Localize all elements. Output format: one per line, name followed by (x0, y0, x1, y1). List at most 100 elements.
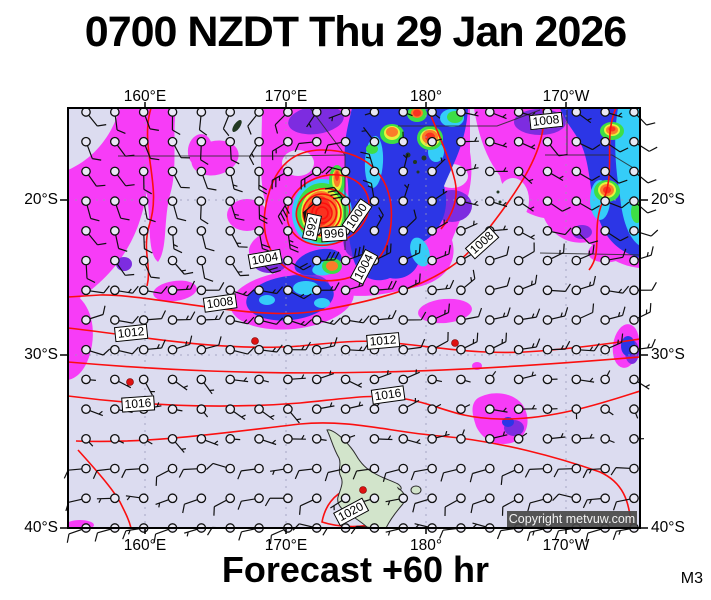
forecast-hour-label: Forecast +60 hr (221, 549, 490, 590)
wind-barb-station (270, 463, 293, 476)
lon-label-top: 170°E (264, 88, 308, 105)
land-layer (232, 120, 502, 528)
lat-label-left: 20°S (24, 191, 58, 208)
wind-barb-station (299, 493, 322, 515)
wind-barb-station (629, 404, 639, 419)
wind-barb-station (294, 463, 322, 480)
wind-barb-station (398, 434, 421, 445)
wind-barb-station (629, 166, 657, 184)
wind-barb-station (196, 107, 208, 136)
wind-barb-station (410, 463, 437, 481)
wind-barb-station (196, 166, 217, 191)
wind-barb-station (96, 493, 120, 504)
wind-barb-station (398, 311, 427, 325)
wind-barb-station (571, 342, 600, 355)
wind-barb-station (527, 493, 553, 512)
wind-barb-station (81, 196, 100, 222)
wind-barb-station (600, 248, 627, 266)
wind-barb-station (612, 493, 639, 511)
wind-barb-station (398, 183, 410, 206)
wind-barb-station (513, 308, 541, 325)
wind-barb-station (81, 255, 96, 284)
wind-barb-station (361, 127, 380, 147)
wind-barb-station (484, 332, 507, 355)
wind-barb-station (484, 246, 510, 266)
wind-barb-station (138, 255, 160, 279)
chart-title: 0700 NZDT Thu 29 Jan 2026 (84, 8, 627, 56)
nz-north-island (326, 429, 406, 528)
wind-barb-station (629, 136, 658, 152)
wind-barb-station (138, 434, 153, 445)
wind-barb-station (81, 107, 107, 127)
wind-barb-station (542, 433, 566, 444)
wind-barb-station (225, 255, 250, 277)
wind-barb-station (196, 434, 219, 446)
wind-barb-station (456, 332, 479, 355)
wind-barb-station (311, 337, 338, 355)
wind-barb-station (542, 307, 569, 325)
lon-label-top: 160°E (123, 88, 167, 105)
wind-barb-station (600, 404, 614, 416)
wind-barb-station (138, 226, 153, 254)
wind-barb-station (600, 166, 628, 184)
wind-barb-station (469, 463, 495, 483)
wind-barb-station (369, 207, 384, 236)
wind-barb-station (398, 131, 409, 147)
wind-barb-station (81, 305, 106, 325)
wind-barb-station (542, 404, 558, 414)
lon-label-bottom: 160°E (123, 537, 167, 554)
east-cape-islet (410, 485, 422, 495)
wind-barb-station (629, 338, 656, 355)
wind-barb-station (513, 404, 537, 414)
wind-barb-station (484, 307, 511, 325)
wind-barb-station (321, 166, 351, 177)
wind-barb-station (542, 196, 571, 212)
wind-barb-station (138, 285, 168, 296)
wind-barb-station (155, 493, 178, 508)
wind-barb-station (440, 463, 466, 482)
wind-barb-station (311, 370, 334, 385)
wind-barb-station (167, 404, 183, 414)
wind-barb-station (600, 370, 611, 385)
wind-barb-station (109, 255, 135, 276)
wind-barb-station (225, 315, 255, 325)
wind-barb-station (369, 280, 397, 296)
wind-barb-station (362, 179, 380, 206)
wind-barb-station (542, 136, 568, 157)
wind-barb-station (571, 226, 599, 244)
wind-barb-station (155, 463, 178, 486)
wind-barb-station (109, 315, 139, 325)
wind-barb-station (225, 404, 246, 420)
station-dot-layer (126, 337, 459, 494)
wind-barb-station (283, 374, 306, 385)
wind-barb-station (167, 335, 193, 355)
wind-barb-station (205, 462, 236, 474)
wind-barb-station (225, 136, 240, 165)
wind-barb-station (109, 196, 130, 221)
wind-barb-station (412, 493, 437, 513)
wind-barb-station (330, 493, 351, 511)
wind-barb-station (398, 107, 413, 117)
wind-barb-station (456, 307, 483, 325)
wind-barb-station (81, 404, 104, 417)
wind-barb-station (456, 429, 466, 444)
lon-label-bottom: 180° (409, 537, 443, 554)
wind-barb-station (300, 166, 322, 190)
wind-barb-station (484, 431, 508, 444)
wind-barb-station (382, 463, 409, 482)
wind-barb-station (138, 374, 155, 396)
lat-label-right: 20°S (651, 191, 685, 208)
wind-barb-station (427, 219, 449, 236)
wind-barb-station (264, 493, 293, 507)
wind-barb-station (125, 493, 149, 504)
wind-barb-station (196, 282, 225, 296)
axis-ticks (60, 102, 648, 534)
lat-label-right: 30°S (651, 346, 685, 363)
wind-barb-station (138, 136, 160, 161)
wind-barb-station (524, 463, 553, 478)
wind-barb-station (167, 166, 190, 189)
wind-barb-station (552, 493, 582, 504)
wind-barb-station (109, 434, 125, 444)
wind-barb-station (283, 226, 299, 253)
wind-barb-station (254, 285, 284, 296)
